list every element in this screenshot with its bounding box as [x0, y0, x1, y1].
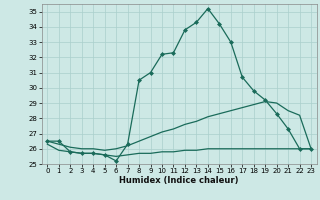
X-axis label: Humidex (Indice chaleur): Humidex (Indice chaleur): [119, 176, 239, 185]
